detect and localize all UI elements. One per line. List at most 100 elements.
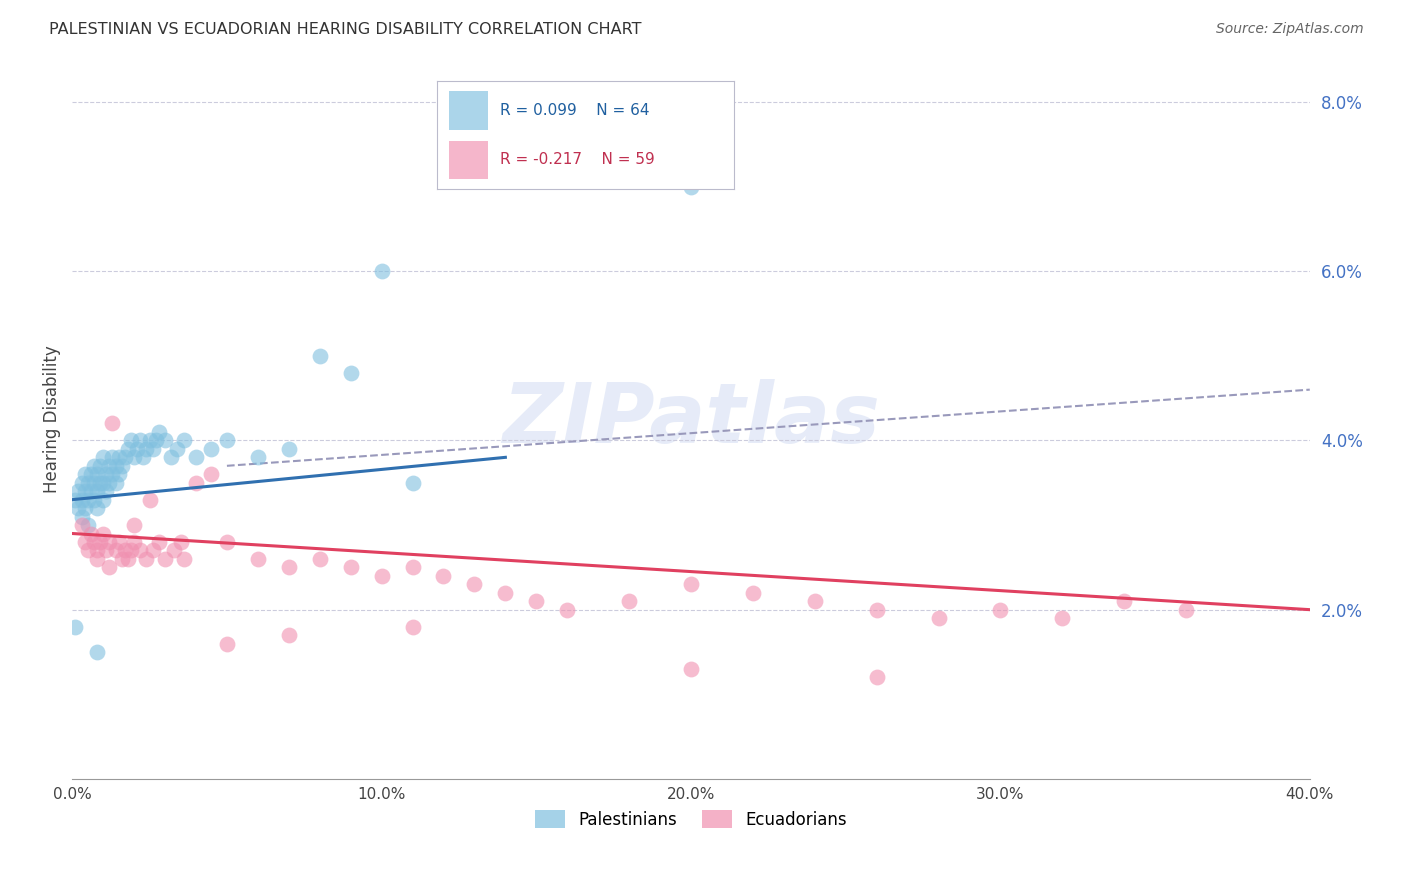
Point — [86, 484, 108, 499]
Point — [101, 467, 124, 482]
Point — [370, 264, 392, 278]
Point — [142, 442, 165, 456]
Point — [83, 458, 105, 473]
Point — [96, 543, 118, 558]
Point — [153, 552, 176, 566]
Point — [89, 535, 111, 549]
Point — [83, 475, 105, 490]
Point — [98, 560, 121, 574]
Point — [215, 535, 238, 549]
Point — [122, 518, 145, 533]
Point — [277, 442, 299, 456]
Point — [308, 349, 330, 363]
Point — [865, 602, 887, 616]
Point — [555, 602, 578, 616]
Point — [401, 619, 423, 633]
Point — [803, 594, 825, 608]
Text: Source: ZipAtlas.com: Source: ZipAtlas.com — [1216, 22, 1364, 37]
Point — [741, 586, 763, 600]
Point — [73, 467, 96, 482]
Point — [215, 434, 238, 448]
Point — [277, 560, 299, 574]
Point — [98, 458, 121, 473]
Point — [91, 492, 114, 507]
Point — [104, 475, 127, 490]
Point — [86, 467, 108, 482]
Point — [401, 560, 423, 574]
Point — [1114, 594, 1136, 608]
Point — [89, 458, 111, 473]
Point — [148, 425, 170, 439]
Point — [160, 450, 183, 465]
Point — [98, 535, 121, 549]
Point — [76, 518, 98, 533]
Point — [173, 552, 195, 566]
Point — [104, 458, 127, 473]
Point — [65, 619, 87, 633]
Point — [370, 569, 392, 583]
Point — [463, 577, 485, 591]
Point — [107, 535, 129, 549]
Text: ZIPatlas: ZIPatlas — [502, 379, 880, 459]
Point — [142, 543, 165, 558]
Point — [1052, 611, 1074, 625]
Point — [169, 535, 191, 549]
Point — [200, 442, 222, 456]
Point — [524, 594, 547, 608]
Point — [138, 492, 160, 507]
Point — [76, 475, 98, 490]
Point — [86, 501, 108, 516]
Point — [246, 552, 269, 566]
Point — [73, 535, 96, 549]
Point — [339, 366, 361, 380]
Point — [83, 535, 105, 549]
Point — [91, 475, 114, 490]
Point — [153, 434, 176, 448]
Point — [73, 501, 96, 516]
Point — [145, 434, 167, 448]
Point — [166, 442, 188, 456]
Point — [114, 543, 136, 558]
Point — [111, 552, 134, 566]
Point — [120, 434, 142, 448]
Point — [184, 475, 207, 490]
Point — [104, 543, 127, 558]
Point — [107, 467, 129, 482]
Point — [135, 552, 157, 566]
Point — [86, 552, 108, 566]
Point — [138, 434, 160, 448]
Point — [70, 492, 93, 507]
Point — [76, 492, 98, 507]
Point — [679, 577, 702, 591]
Point — [1175, 602, 1198, 616]
Point — [83, 492, 105, 507]
Point — [246, 450, 269, 465]
Point — [80, 526, 103, 541]
Point — [865, 670, 887, 684]
Point — [111, 458, 134, 473]
Point — [86, 543, 108, 558]
Point — [928, 611, 950, 625]
Point — [70, 509, 93, 524]
Point — [990, 602, 1012, 616]
Point — [148, 535, 170, 549]
Point — [163, 543, 186, 558]
Point — [67, 484, 90, 499]
Text: PALESTINIAN VS ECUADORIAN HEARING DISABILITY CORRELATION CHART: PALESTINIAN VS ECUADORIAN HEARING DISABI… — [49, 22, 641, 37]
Point — [65, 492, 87, 507]
Point — [70, 475, 93, 490]
Point — [308, 552, 330, 566]
Point — [129, 543, 152, 558]
Point — [132, 450, 155, 465]
Point — [129, 434, 152, 448]
Point — [679, 662, 702, 676]
Point — [127, 442, 149, 456]
Point — [277, 628, 299, 642]
Point — [432, 569, 454, 583]
Point — [73, 484, 96, 499]
Point — [76, 543, 98, 558]
Point — [114, 450, 136, 465]
Point — [70, 518, 93, 533]
Point — [122, 535, 145, 549]
Point — [617, 594, 640, 608]
